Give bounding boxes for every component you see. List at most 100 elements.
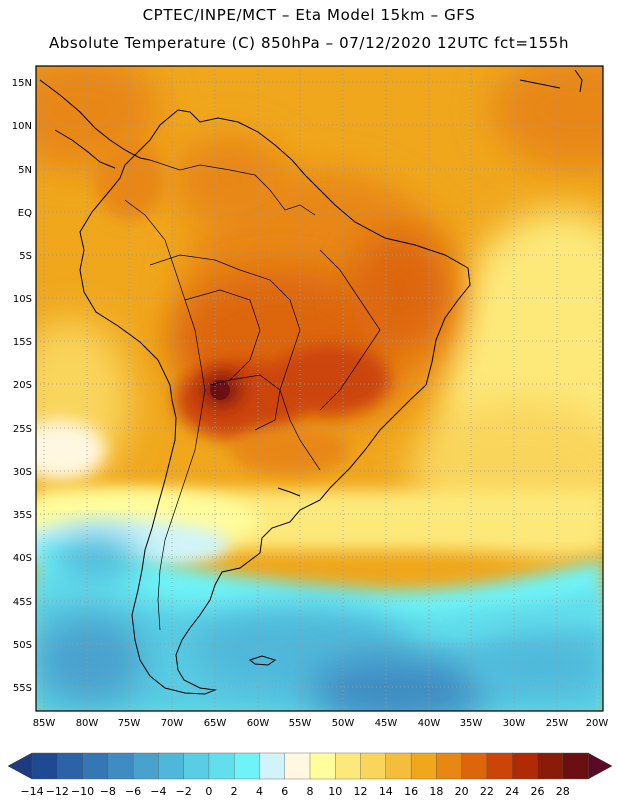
lon-label: 20W <box>586 718 609 729</box>
colorbar-label: 24 <box>505 785 519 798</box>
colorbar-label: 26 <box>530 785 544 798</box>
cold-core-4 <box>36 615 145 705</box>
caribbean-islands <box>519 69 583 93</box>
lat-label: 15N <box>12 78 32 89</box>
colorbar-label: −12 <box>46 785 69 798</box>
lat-label: 10N <box>12 121 32 132</box>
rio-de-la-plata <box>277 487 301 497</box>
lon-label: 80W <box>76 718 99 729</box>
colorbar-label: 20 <box>455 785 469 798</box>
colorbar-cell <box>233 752 261 780</box>
latitude-labels: 15N 10N 5N EQ 5S 10S 15S 20S 25S 30S 35S… <box>12 78 32 694</box>
colorbar-cell <box>208 752 235 780</box>
lat-label: 35S <box>13 510 32 521</box>
cold-core-2 <box>310 655 490 711</box>
lon-label: 40W <box>418 718 441 729</box>
lon-label: 30W <box>503 718 526 729</box>
hottest-core <box>210 380 230 400</box>
colorbar-cell <box>82 752 109 780</box>
colorbar-cell <box>562 752 589 780</box>
colorbar-cell <box>57 752 84 780</box>
lat-label: EQ <box>18 208 32 219</box>
chart-title-line-1: CPTEC/INPE/MCT – Eta Model 15km – GFS <box>142 6 476 24</box>
south-america-coastline <box>79 109 471 695</box>
lon-label: 85W <box>33 718 56 729</box>
colorbar-label: −2 <box>176 785 192 798</box>
colombia-warm-zone <box>95 140 165 220</box>
colorbar-cell <box>410 752 438 780</box>
north-warm-zone <box>170 135 290 225</box>
colorbar-cell <box>385 752 412 780</box>
lat-label: 15S <box>13 337 32 348</box>
colorbar-cell <box>537 752 564 780</box>
lat-label: 5N <box>18 165 32 176</box>
colorbar-label: 6 <box>281 785 288 798</box>
colorbar-label: −6 <box>125 785 141 798</box>
lon-label: 70W <box>161 718 184 729</box>
colorbar-cell <box>284 752 311 780</box>
colorbar-label: −14 <box>20 785 43 798</box>
longitude-labels: 85W 80W 75W 70W 65W 60W 55W 50W 45W 40W … <box>33 718 609 729</box>
border-andes <box>124 199 206 631</box>
colorbar-label: 8 <box>307 785 314 798</box>
colorbar-cell <box>511 752 539 780</box>
lon-label: 45W <box>375 718 398 729</box>
border-venezuela <box>149 159 271 191</box>
border-guyanas <box>269 189 316 216</box>
pale-pacific-zone <box>36 420 105 480</box>
lat-label: 40S <box>13 553 32 564</box>
colorbar-cell <box>309 752 336 780</box>
lon-label: 60W <box>247 718 270 729</box>
warm-zone-ne <box>490 66 603 170</box>
colorbar-label: 18 <box>429 785 443 798</box>
cold-core-5 <box>470 635 603 695</box>
colorbar-label: −10 <box>71 785 94 798</box>
lon-label: 35W <box>460 718 483 729</box>
lat-label: 5S <box>19 251 32 262</box>
lat-label: 50S <box>13 640 32 651</box>
colorbar-label: −4 <box>150 785 166 798</box>
colorbar: −14 −12 −10 −8 −6 −4 −2 0 2 4 6 8 10 12 14 16 18 20 22 24 26… <box>7 752 613 798</box>
hot-zone-4 <box>270 345 390 415</box>
colorbar-cells <box>31 752 589 780</box>
lon-label: 25W <box>546 718 569 729</box>
colorbar-label: 14 <box>379 785 393 798</box>
colorbar-label: 0 <box>205 785 212 798</box>
hot-zone-2 <box>350 230 450 350</box>
colorbar-cell <box>461 752 488 780</box>
colorbar-cell <box>335 752 362 780</box>
colorbar-cell <box>259 752 286 780</box>
colorbar-cell <box>158 752 185 780</box>
border-paraguay <box>229 374 281 431</box>
colorbar-label: 10 <box>328 785 342 798</box>
colorbar-labels: −14 −12 −10 −8 −6 −4 −2 0 2 4 6 8 10 12 14 16 18 20 22 24 26… <box>20 785 569 798</box>
lon-label: 65W <box>204 718 227 729</box>
central-america-coastline-2 <box>54 129 116 169</box>
lon-label: 50W <box>332 718 355 729</box>
coastlines <box>39 69 583 695</box>
colorbar-cell <box>132 752 160 780</box>
lat-label: 25S <box>13 424 32 435</box>
lat-label: 45S <box>13 597 32 608</box>
colorbar-label: 22 <box>480 785 494 798</box>
colorbar-cell <box>183 752 210 780</box>
colorbar-high-arrow <box>587 752 613 780</box>
colorbar-label: 4 <box>256 785 263 798</box>
colorbar-label: 12 <box>354 785 368 798</box>
lon-label: 55W <box>289 718 312 729</box>
country-borders <box>124 159 381 631</box>
colorbar-cell <box>107 752 134 780</box>
argentina-warm-zone <box>230 425 350 475</box>
lat-label: 10S <box>13 294 32 305</box>
border-brazil-states <box>319 249 381 411</box>
colorbar-label: 2 <box>231 785 238 798</box>
falkland-islands <box>248 655 277 666</box>
colorbar-cell <box>436 752 463 780</box>
colorbar-cell <box>360 752 387 780</box>
colorbar-label: 16 <box>404 785 418 798</box>
colorbar-label: −8 <box>100 785 116 798</box>
border-brazil <box>149 254 321 471</box>
colorbar-cell <box>486 752 513 780</box>
temperature-field <box>36 66 603 711</box>
